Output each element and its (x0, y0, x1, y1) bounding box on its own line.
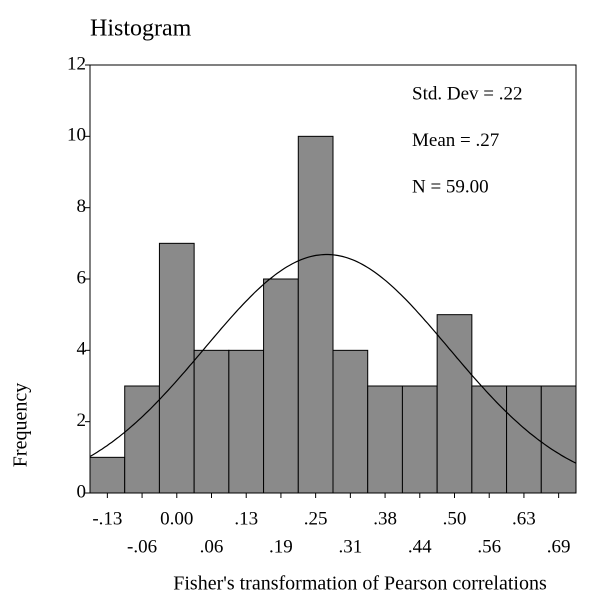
bar (297, 135, 334, 494)
x-tick-label: .38 (373, 508, 397, 529)
bar (193, 349, 230, 494)
bar (401, 385, 438, 494)
x-tick-label: .13 (234, 508, 258, 529)
bar (89, 456, 126, 494)
x-tick-label: 0.00 (160, 508, 193, 529)
x-tick-label: -.13 (92, 508, 122, 529)
normal-curve (89, 253, 577, 464)
y-axis-label: Frequency (10, 383, 32, 467)
bar (367, 385, 403, 494)
x-axis-label: Fisher's transformation of Pearson corre… (173, 573, 547, 595)
bar (332, 349, 369, 494)
bar (228, 349, 265, 494)
x-tick-label: .44 (408, 536, 432, 557)
chart-title: Histogram (90, 16, 192, 42)
x-tick-label: .69 (547, 536, 571, 557)
x-tick-label: -.06 (127, 536, 157, 557)
y-tick-label: 4 (77, 339, 87, 360)
y-tick-label: 12 (67, 53, 86, 74)
bar (436, 314, 473, 494)
y-tick-label: 6 (77, 267, 87, 288)
x-tick-label: .06 (200, 536, 224, 557)
y-tick-label: 2 (77, 410, 87, 431)
x-tick-label: .63 (512, 508, 536, 529)
bar (540, 385, 577, 494)
x-tick-label: .19 (269, 536, 293, 557)
bar (263, 278, 299, 494)
y-tick-label: 0 (77, 481, 87, 502)
bar (124, 385, 160, 494)
bar (471, 385, 508, 494)
y-tick-label: 8 (77, 196, 87, 217)
x-tick-label: .25 (304, 508, 328, 529)
y-tick-label: 10 (67, 125, 86, 146)
x-tick-label: .56 (477, 536, 501, 557)
bar (506, 385, 542, 494)
stat-label: N = 59.00 (412, 176, 489, 197)
stat-label: Std. Dev = .22 (412, 83, 522, 104)
bar (158, 242, 195, 494)
x-tick-label: .50 (443, 508, 467, 529)
stat-label: Mean = .27 (412, 130, 499, 151)
x-tick-label: .31 (338, 536, 362, 557)
